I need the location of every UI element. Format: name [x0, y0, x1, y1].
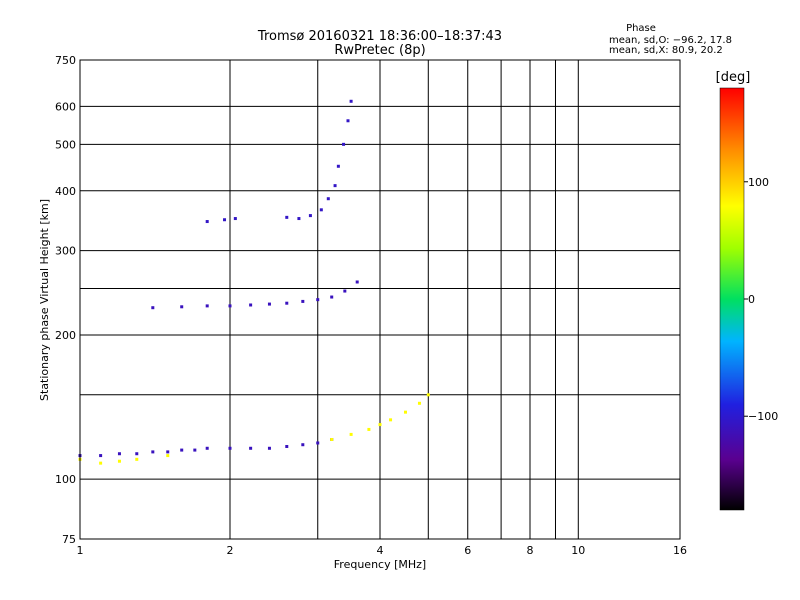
echo-point — [333, 184, 337, 188]
echo-point — [330, 438, 334, 442]
plot-frame — [79, 59, 681, 540]
echo-point — [228, 304, 232, 308]
x-axis-label: Frequency [MHz] — [334, 558, 426, 571]
data-points — [78, 99, 430, 465]
echo-point — [166, 450, 170, 454]
y-tick-label: 75 — [62, 533, 76, 546]
echo-point — [336, 164, 340, 168]
echo-point — [135, 457, 139, 461]
x-tick-label: 16 — [673, 544, 687, 557]
echo-point — [403, 410, 407, 414]
echo-point — [308, 214, 312, 218]
chart-subtitle: RwPretec (8p) — [334, 43, 425, 58]
y-tick-label: 500 — [55, 138, 76, 151]
legend-title: Phase — [626, 23, 656, 34]
echo-point — [228, 446, 232, 450]
x-tick-label: 2 — [227, 544, 234, 557]
echo-point — [316, 441, 320, 445]
y-tick-labels: 75 100 200 300 400 500 600 750 — [55, 54, 76, 546]
echo-point — [330, 295, 334, 299]
echo-point — [205, 304, 209, 308]
echo-point — [285, 444, 289, 448]
chart-title: Tromsø 20160321 18:36:00–18:37:43 — [257, 29, 502, 44]
legend-line-x: mean, sd,X: 80.9, 20.2 — [609, 45, 723, 56]
echo-point — [180, 305, 184, 309]
y-tick-label: 600 — [55, 100, 76, 113]
x-tick-label: 1 — [77, 544, 84, 557]
echo-point — [205, 446, 209, 450]
echo-point — [233, 217, 237, 221]
echo-point — [355, 280, 359, 284]
echo-point — [301, 299, 305, 303]
echo-point — [343, 289, 347, 293]
echo-point — [349, 99, 353, 103]
y-tick-label: 750 — [55, 54, 76, 67]
x-tick-labels: 1 2 4 6 8 10 16 — [77, 544, 688, 557]
echo-point — [378, 423, 382, 427]
colorbar-label: [deg] — [716, 70, 751, 85]
echo-point — [249, 446, 253, 450]
echo-point — [117, 459, 121, 463]
colorbar-tick-label: 0 — [748, 293, 755, 306]
echo-point — [346, 119, 350, 123]
legend-line-o: mean, sd,O: −96.2, 17.8 — [609, 35, 732, 46]
echo-point — [223, 218, 227, 222]
echo-point — [99, 461, 103, 465]
echo-point — [267, 302, 271, 306]
colorbar-ticks: 100 0 −100 — [744, 176, 778, 423]
echo-point — [417, 401, 421, 405]
echo-point — [180, 448, 184, 452]
x-tick-label: 6 — [464, 544, 471, 557]
echo-point — [135, 452, 139, 456]
echo-point — [316, 298, 320, 302]
grid-lines — [80, 60, 680, 539]
y-tick-label: 300 — [55, 245, 76, 258]
colorbar-tick-label: 100 — [748, 176, 769, 189]
echo-point — [285, 215, 289, 219]
echo-point — [389, 418, 393, 422]
echo-point — [193, 448, 197, 452]
echo-point — [117, 452, 121, 456]
echo-point — [426, 393, 430, 397]
echo-point — [297, 217, 301, 221]
echo-point — [166, 454, 170, 458]
echo-point — [151, 450, 155, 454]
echo-point — [99, 454, 103, 458]
echo-point — [285, 301, 289, 305]
y-tick-label: 100 — [55, 473, 76, 486]
echo-point — [349, 432, 353, 436]
echo-point — [205, 220, 209, 224]
echo-point — [367, 427, 371, 431]
y-tick-label: 400 — [55, 185, 76, 198]
echo-point — [319, 208, 323, 212]
x-tick-label: 10 — [571, 544, 585, 557]
colorbar — [720, 88, 744, 510]
echo-point — [151, 306, 155, 310]
x-tick-label: 4 — [377, 544, 384, 557]
echo-point — [267, 446, 271, 450]
echo-point — [342, 142, 346, 146]
echo-point — [326, 197, 330, 201]
echo-point — [301, 443, 305, 447]
y-tick-label: 200 — [55, 329, 76, 342]
y-axis-label: Stationary phase Virtual Height [km] — [38, 199, 51, 401]
echo-point — [249, 303, 253, 307]
x-tick-label: 8 — [527, 544, 534, 557]
colorbar-tick-label: −100 — [748, 410, 778, 423]
